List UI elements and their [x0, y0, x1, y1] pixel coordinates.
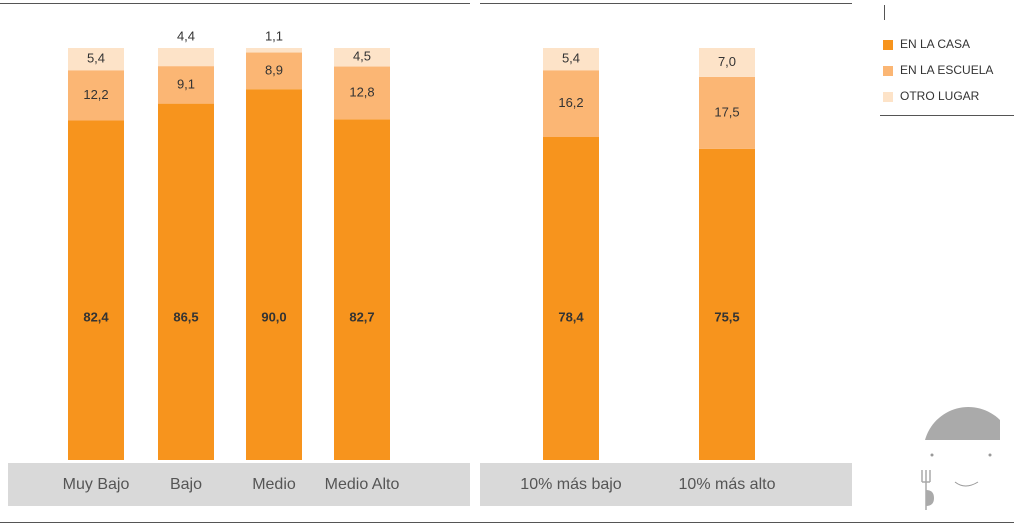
legend-label: OTRO LUGAR [900, 89, 980, 103]
legend-swatch [883, 92, 893, 102]
value-label: 8,9 [265, 62, 283, 77]
x-tick-label: 10% más alto [679, 476, 776, 493]
category-strip [480, 463, 852, 506]
value-label: 12,2 [83, 87, 108, 102]
x-tick-label: Muy Bajo [63, 476, 130, 493]
value-label: 75,5 [714, 309, 739, 324]
value-label: 9,1 [177, 76, 195, 91]
value-label: 1,1 [265, 28, 283, 43]
bar-segment [246, 52, 302, 90]
value-label: 82,7 [349, 309, 374, 324]
value-label: 86,5 [173, 309, 198, 324]
value-label: 12,8 [349, 84, 374, 99]
x-tick-label: Medio Alto [325, 476, 400, 493]
x-tick-label: 10% más bajo [520, 476, 621, 493]
value-label: 90,0 [261, 309, 286, 324]
bar-segment [158, 48, 214, 67]
value-label: 17,5 [714, 104, 739, 119]
bar-segment [543, 48, 599, 71]
legend-label: EN LA ESCUELA [900, 63, 993, 77]
bar-segment [699, 76, 755, 149]
bar-segment [699, 48, 755, 77]
bar-segment [68, 48, 124, 71]
legend-swatch [883, 40, 893, 50]
bar-segment [334, 119, 390, 460]
value-label: 4,5 [353, 49, 371, 64]
bar-segment [334, 66, 390, 120]
category-strip [8, 463, 470, 506]
x-tick-label: Bajo [170, 476, 202, 493]
bar-segment [543, 136, 599, 460]
legend-label: EN LA CASA [900, 37, 970, 51]
value-label: 78,4 [558, 309, 584, 324]
bar-segment [334, 48, 390, 67]
bar-segment [68, 70, 124, 121]
value-label: 82,4 [83, 309, 109, 324]
value-label: 5,4 [87, 51, 105, 66]
bar-segment [543, 70, 599, 137]
value-label: 4,4 [177, 28, 195, 43]
value-label: 16,2 [558, 95, 583, 110]
bar-segment [246, 89, 302, 460]
bar-segment [68, 120, 124, 461]
x-tick-label: Medio [252, 476, 296, 493]
legend-swatch [883, 66, 893, 76]
value-label: 7,0 [718, 54, 736, 69]
value-label: 5,4 [562, 51, 580, 66]
bar-segment [158, 103, 214, 461]
bar-segment [158, 66, 214, 104]
bar-segment [699, 148, 755, 460]
face-icon [921, 407, 1000, 510]
bar-segment [246, 48, 302, 53]
